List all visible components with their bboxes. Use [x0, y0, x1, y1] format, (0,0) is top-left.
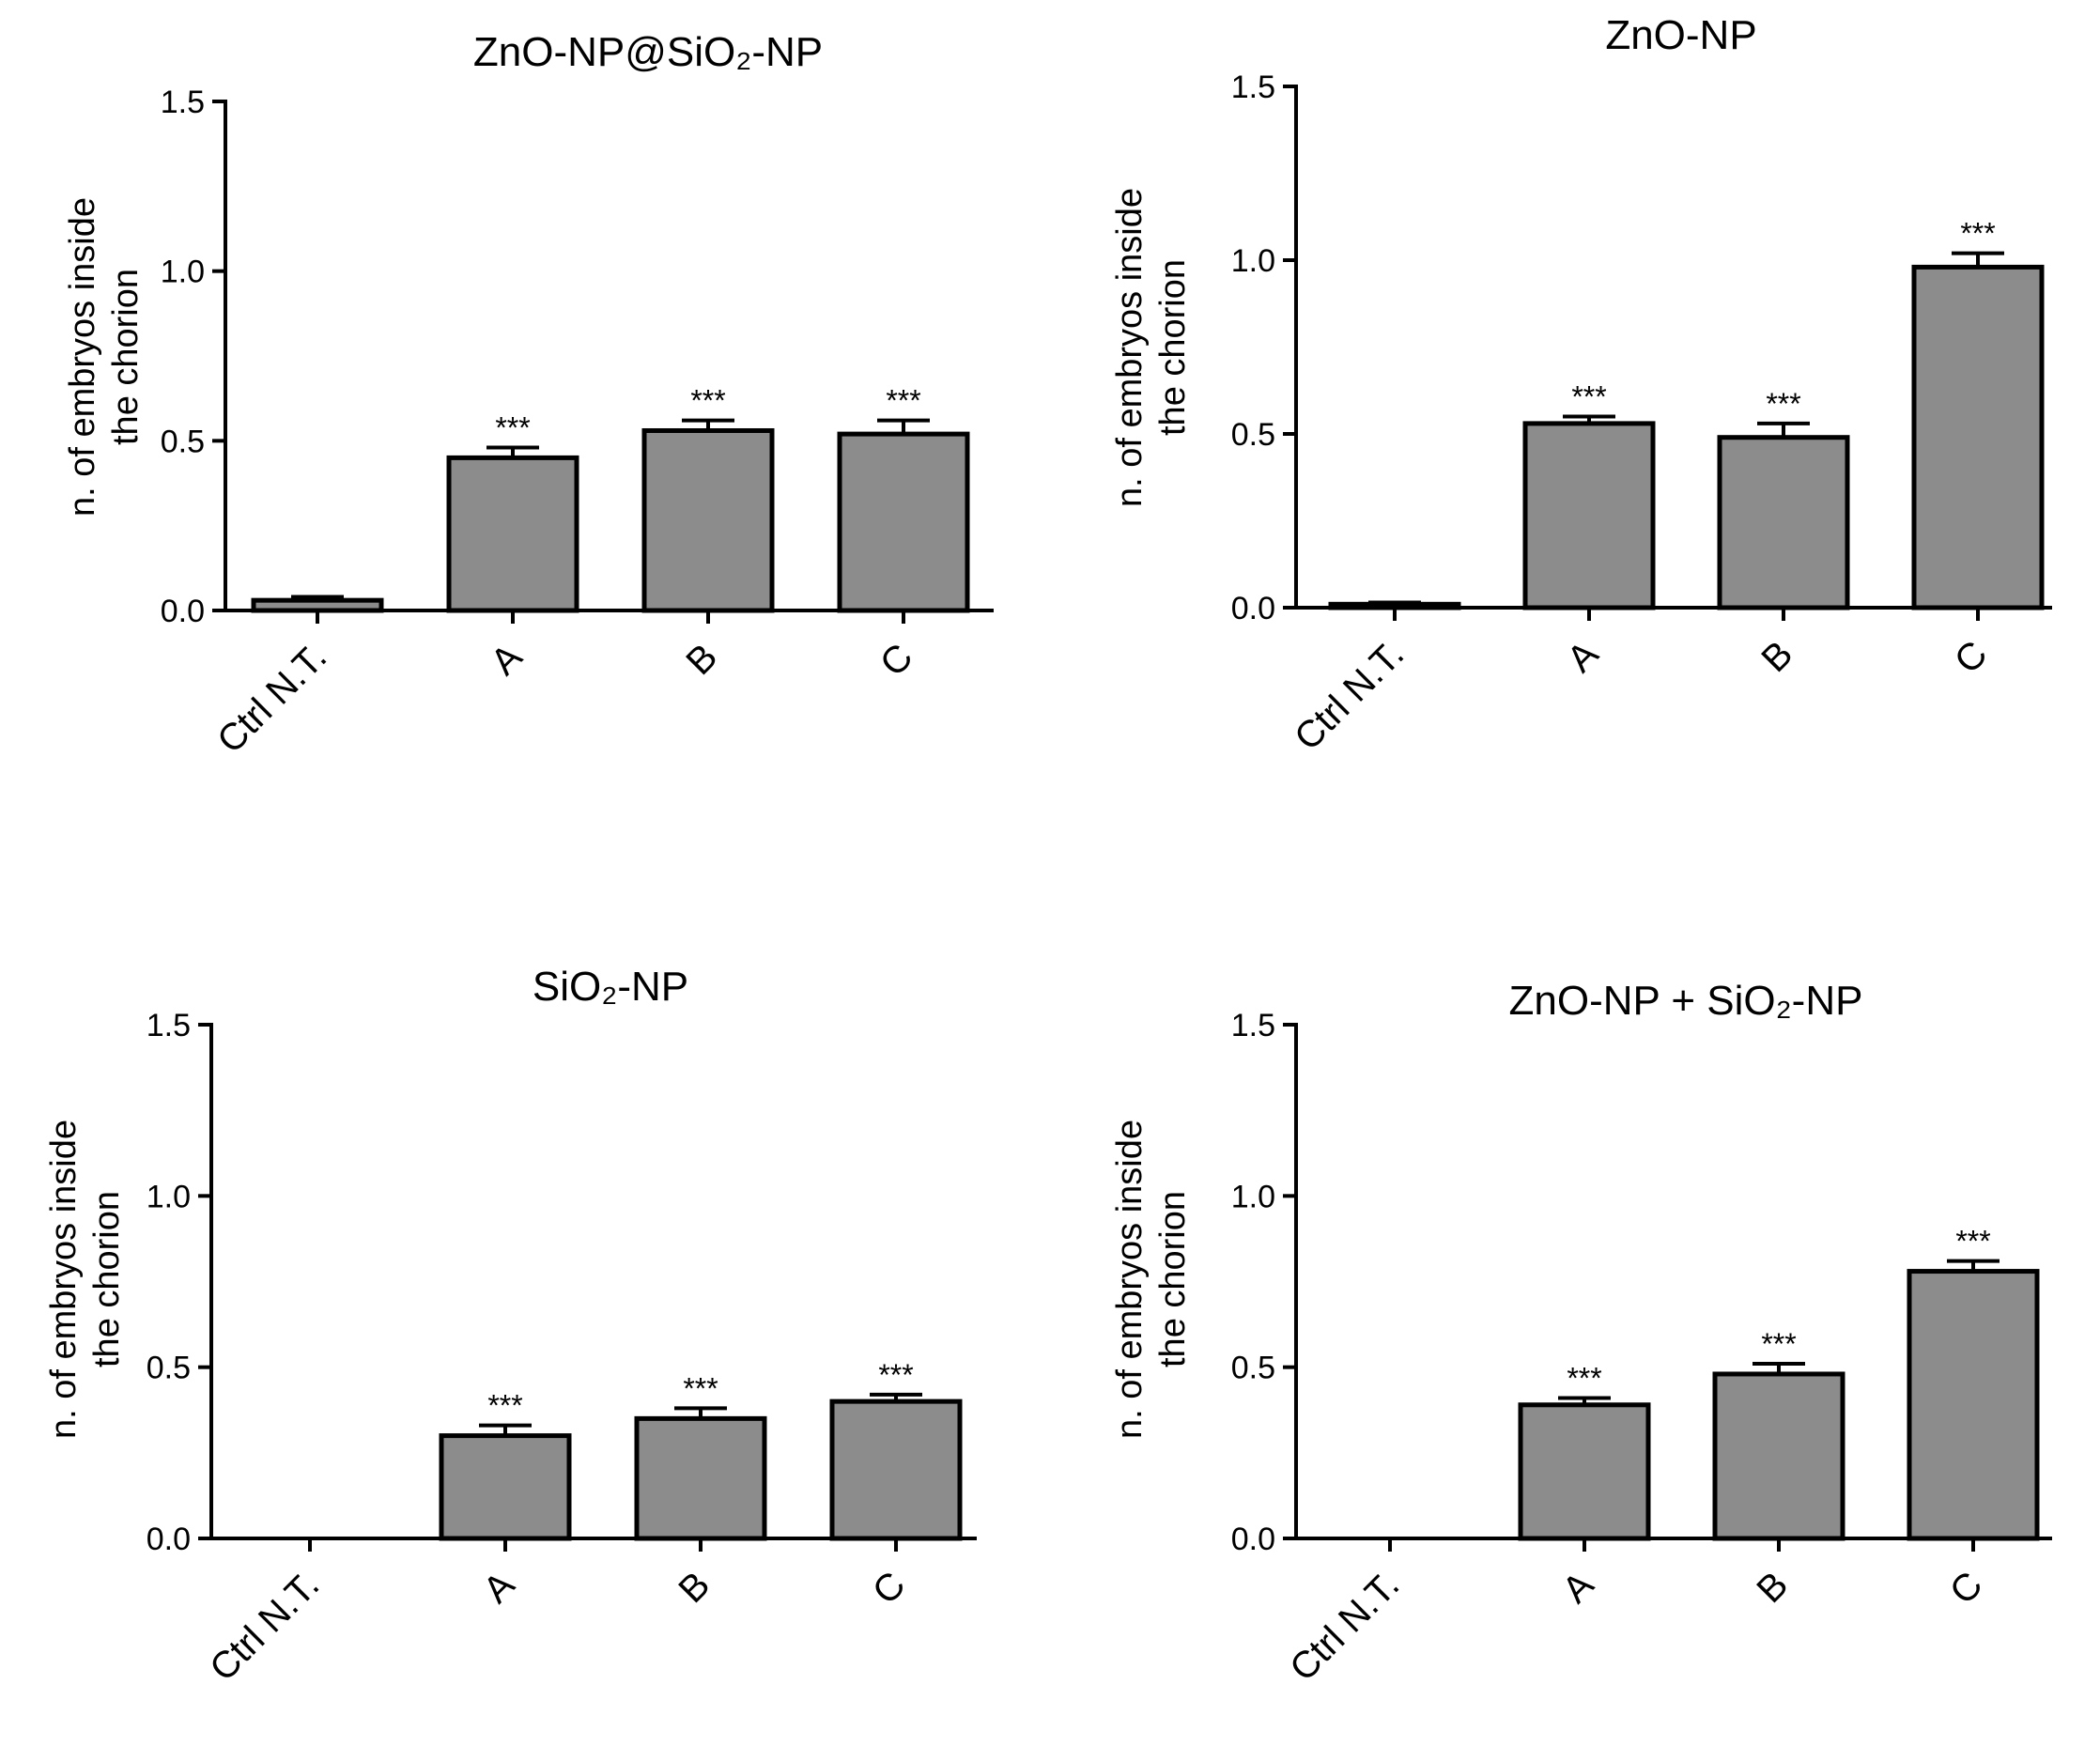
bar	[1328, 601, 1461, 610]
x-tick-label: C	[872, 636, 921, 685]
bar	[446, 455, 579, 613]
y-axis-label-line: n. of embryos inside	[63, 197, 102, 517]
x-tick-label: B	[678, 636, 725, 683]
significance-label: ***	[878, 1358, 913, 1392]
x-tick-label: B	[671, 1564, 718, 1611]
x-tick-label: C	[1942, 1564, 1991, 1613]
significance-label: ***	[1955, 1225, 1990, 1259]
y-tick-label: 1.5	[147, 1008, 191, 1043]
y-tick-label: 1.5	[1231, 70, 1275, 105]
bar	[837, 431, 970, 613]
significance-label: ***	[683, 1371, 718, 1405]
y-tick-label: 0.0	[1231, 591, 1275, 626]
bar	[641, 427, 775, 613]
chart-panel-4: ZnO-NP + SiO₂-NP n. of embryos inside the …	[1110, 978, 2052, 1689]
x-tick-label: A	[1554, 1564, 1601, 1611]
y-tick-label: 1.0	[1231, 243, 1275, 279]
x-tick-label: Ctrl N.T.	[1287, 633, 1412, 758]
significance-label: ***	[1960, 217, 1995, 251]
y-tick-label: 1.0	[1231, 1179, 1275, 1214]
chart-title: ZnO-NP	[1605, 12, 1756, 58]
x-tick-label: Ctrl N.T.	[202, 1564, 327, 1689]
chart-panel-2: ZnO-NP n. of embryos inside the chorion 0.0…	[1110, 12, 2052, 758]
chart-title: SiO₂-NP	[533, 964, 688, 1010]
significance-label: ***	[495, 411, 530, 445]
bar	[1717, 435, 1850, 610]
y-axis-label-line: n. of embryos inside	[44, 1120, 84, 1439]
y-tick-label: 0.0	[147, 1522, 191, 1557]
y-tick-label: 1.0	[161, 255, 205, 290]
y-axis-label: n. of embryos inside the chorion	[63, 197, 146, 517]
y-axis-label-line: the chorion	[106, 269, 146, 445]
x-tick-label: B	[1749, 1564, 1796, 1611]
x-tick-label: A	[483, 636, 530, 683]
y-tick-label: 0.5	[147, 1351, 191, 1386]
significance-label: ***	[1761, 1327, 1796, 1361]
bar	[1911, 264, 2045, 610]
chart-panel-1: ZnO-NP@SiO₂-NP n. of embryos inside the ch…	[63, 29, 994, 761]
bar	[251, 597, 384, 613]
y-tick-label: 0.0	[1231, 1522, 1275, 1557]
x-tick-label: B	[1753, 633, 1800, 680]
y-tick-label: 1.5	[161, 85, 205, 120]
x-tick-label: C	[1947, 633, 1996, 682]
x-tick-label: Ctrl N.T.	[209, 636, 334, 761]
significance-label: ***	[1571, 380, 1606, 414]
y-tick-label: 1.0	[147, 1179, 191, 1214]
y-tick-label: 0.5	[1231, 1351, 1275, 1386]
y-axis-label-line: the chorion	[87, 1191, 127, 1367]
x-tick-label: C	[865, 1564, 914, 1613]
x-tick-label: A	[1559, 633, 1606, 680]
y-axis-label: n. of embryos inside the chorion	[1110, 188, 1193, 507]
chart-panel-3: SiO₂-NP n. of embryos inside the chorion 0.…	[44, 964, 977, 1689]
bar	[439, 1433, 572, 1541]
significance-label: ***	[487, 1389, 522, 1423]
y-axis-label: n. of embryos inside the chorion	[44, 1120, 127, 1439]
y-tick-label: 0.5	[161, 424, 205, 459]
chart-title: ZnO-NP + SiO₂-NP	[1509, 978, 1863, 1024]
bar	[1712, 1371, 1845, 1541]
y-axis-label-line: the chorion	[1153, 259, 1193, 436]
x-tick-label: A	[475, 1564, 522, 1611]
y-tick-label: 1.5	[1231, 1008, 1275, 1043]
y-axis-label-line: n. of embryos inside	[1110, 1120, 1150, 1439]
x-tick-label: Ctrl N.T.	[1282, 1564, 1407, 1689]
y-axis-label: n. of embryos inside the chorion	[1110, 1120, 1193, 1439]
y-axis-label-line: n. of embryos inside	[1110, 188, 1150, 507]
bar	[829, 1398, 963, 1541]
bar	[1522, 421, 1656, 610]
bar	[634, 1415, 767, 1541]
y-tick-label: 0.5	[1231, 417, 1275, 453]
significance-label: ***	[1567, 1361, 1601, 1395]
bar	[1907, 1269, 2040, 1541]
y-axis-label-line: the chorion	[1153, 1191, 1193, 1367]
significance-label: ***	[886, 384, 920, 418]
bar	[1518, 1402, 1651, 1541]
significance-label: ***	[1766, 387, 1800, 421]
significance-label: ***	[690, 384, 725, 418]
chart-title: ZnO-NP@SiO₂-NP	[473, 29, 823, 75]
y-tick-label: 0.0	[161, 594, 205, 629]
